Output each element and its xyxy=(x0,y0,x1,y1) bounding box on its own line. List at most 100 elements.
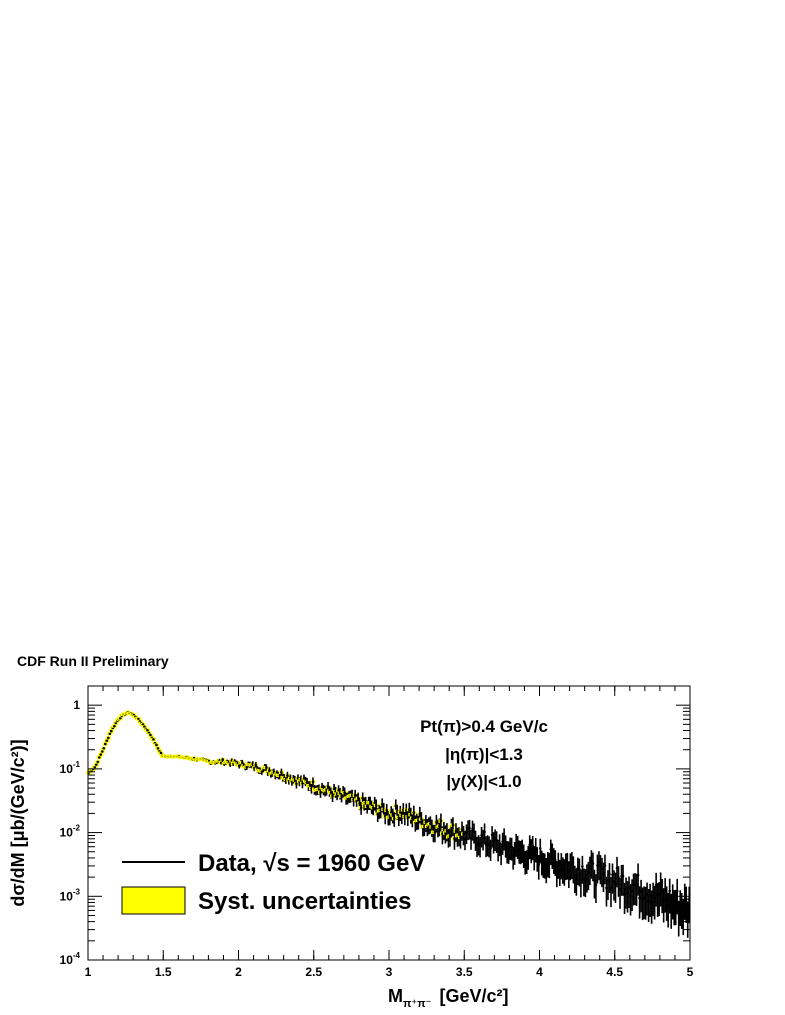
data-point xyxy=(496,847,500,850)
data-point xyxy=(453,837,456,841)
data-point xyxy=(648,894,652,897)
data-point xyxy=(119,716,122,720)
data-point xyxy=(365,804,369,808)
data-point xyxy=(597,860,601,864)
x-tick-label: 5 xyxy=(687,965,694,979)
data-point xyxy=(651,893,655,896)
data-point xyxy=(149,733,152,737)
data-point xyxy=(104,742,107,746)
x-tick-label: 4 xyxy=(536,965,543,979)
data-point xyxy=(657,892,661,896)
data-point xyxy=(528,843,532,847)
data-point xyxy=(538,847,542,850)
data-point xyxy=(585,873,589,877)
data-point xyxy=(608,872,611,876)
data-point xyxy=(558,868,562,872)
x-axis-label-sub: π⁺π⁻ xyxy=(403,998,432,1010)
data-point xyxy=(254,763,258,767)
data-point xyxy=(286,774,289,777)
data-point xyxy=(463,837,467,841)
data-point xyxy=(329,791,333,794)
data-point xyxy=(566,861,569,865)
data-point xyxy=(418,812,422,816)
data-point xyxy=(627,886,631,890)
data-point xyxy=(630,889,634,893)
data-point xyxy=(343,791,346,794)
legend-data-label: Data, √s = 1960 GeV xyxy=(198,850,425,877)
cut-y: |y(X)|<1.0 xyxy=(446,772,521,791)
data-point xyxy=(143,725,146,729)
data-point xyxy=(439,819,443,823)
data-point xyxy=(662,899,665,902)
data-point xyxy=(550,852,554,855)
data-point xyxy=(113,724,116,728)
data-point xyxy=(94,763,98,766)
data-point xyxy=(520,847,524,851)
data-point xyxy=(511,854,515,858)
data-point xyxy=(654,883,658,887)
data-point xyxy=(155,743,158,747)
data-point xyxy=(385,808,389,812)
data-point xyxy=(487,843,491,847)
data-point xyxy=(653,896,656,900)
x-tick-label: 2 xyxy=(235,965,242,979)
data-point xyxy=(221,758,224,762)
data-point xyxy=(561,866,565,869)
data-point xyxy=(567,870,571,873)
data-point xyxy=(420,817,423,821)
data-point xyxy=(531,844,535,847)
chart-title: CDF Run II Preliminary xyxy=(17,653,169,669)
data-point xyxy=(340,794,343,798)
data-point xyxy=(356,796,360,800)
data-point xyxy=(471,827,474,831)
data-point xyxy=(424,820,428,824)
data-point xyxy=(311,780,315,784)
data-point xyxy=(465,831,468,834)
data-point xyxy=(368,801,372,804)
data-point xyxy=(295,782,298,786)
data-point xyxy=(570,861,574,864)
data-point xyxy=(624,887,628,891)
data-point xyxy=(332,787,336,791)
legend: Data, √s = 1960 GeV Syst. uncertainties xyxy=(121,850,425,915)
x-axis: 1 1.5 2 2.5 3 3.5 4 4.5 5 xyxy=(85,686,694,979)
x-tick-label: 4.5 xyxy=(606,965,623,979)
y-tick-label: 10-2 xyxy=(60,824,81,840)
data-point xyxy=(552,856,556,860)
data-point xyxy=(265,766,268,769)
data-point xyxy=(448,834,452,838)
data-point xyxy=(606,879,610,883)
data-point xyxy=(146,728,149,732)
data-point xyxy=(660,889,664,893)
data-point xyxy=(612,880,616,883)
y-tick-label: 10-3 xyxy=(60,887,81,903)
data-point xyxy=(152,738,155,741)
data-point xyxy=(469,836,473,840)
x-tick-label: 3.5 xyxy=(456,965,473,979)
data-point xyxy=(645,893,649,896)
data-point xyxy=(516,843,519,847)
data-point xyxy=(451,823,455,827)
data-point xyxy=(280,771,283,774)
data-point xyxy=(380,803,384,806)
data-point xyxy=(406,815,410,819)
data-point xyxy=(668,889,671,893)
data-point xyxy=(430,825,434,829)
data-point xyxy=(669,904,673,908)
data-point xyxy=(584,878,587,881)
data-point xyxy=(373,801,377,805)
data-point xyxy=(532,854,536,858)
data-point xyxy=(547,861,551,864)
data-point xyxy=(361,796,364,800)
data-point xyxy=(268,769,271,772)
data-point xyxy=(394,804,398,808)
cut-eta: |η(π)|<1.3 xyxy=(445,745,523,764)
data-point xyxy=(429,822,432,825)
data-point xyxy=(674,900,678,904)
data-point xyxy=(563,868,566,871)
data-point xyxy=(477,842,480,845)
data-point xyxy=(459,836,462,839)
data-point xyxy=(639,890,643,893)
data-point xyxy=(308,784,312,787)
data-point xyxy=(544,866,548,870)
